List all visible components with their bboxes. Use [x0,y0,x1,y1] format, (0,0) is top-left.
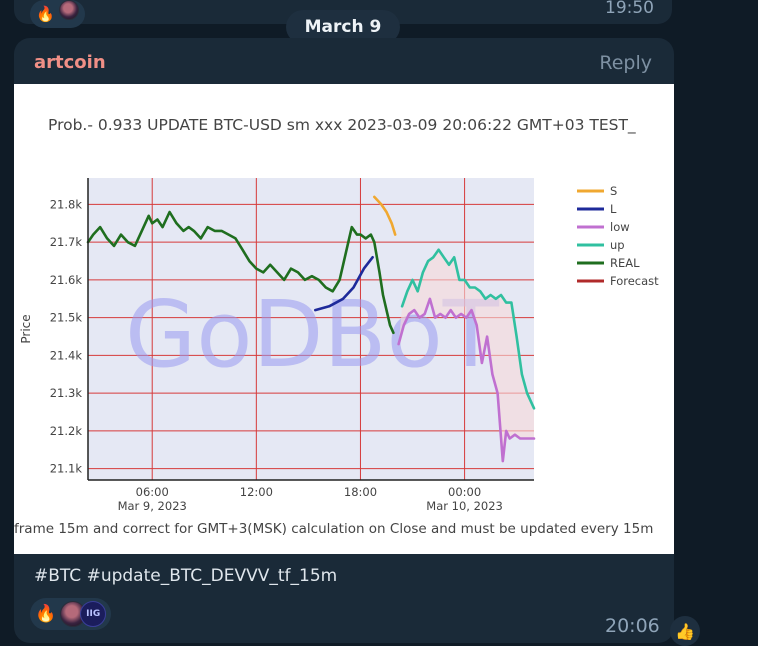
series-line-low [397,297,536,463]
previous-message-time: 19:50 [605,0,654,18]
chart-title: Prob.- 0.933 UPDATE BTC-USD sm xxx 2023-… [48,116,636,135]
legend-label-s: S [610,184,617,198]
chart-footer: frame 15m and correct for GMT+3(MSK) cal… [14,521,653,537]
y-tick-label: 21.7k [50,235,83,249]
chart-svg: Prob.- 0.933 UPDATE BTC-USD sm xxx 2023-… [14,116,659,537]
message-caption: #BTC #update_BTC_DEVVV_tf_15m [34,566,338,586]
series-lines [86,195,536,463]
x-tick-label: 06:00 [136,485,169,499]
x-tick-sublabel: Mar 9, 2023 [118,499,187,513]
previous-reactions: 🔥 [30,0,85,28]
reply-button[interactable]: Reply [599,52,652,74]
y-tick-label: 21.8k [50,197,83,211]
fire-emoji-icon: 🔥 [35,603,57,624]
y-tick-label: 21.2k [50,424,83,438]
y-axis-label: Price [19,314,33,343]
message-time: 20:06 [605,615,660,637]
legend-label-forecast: Forecast [610,274,659,288]
reactor-avatar-iig: IIG [80,601,107,627]
series-line-s [372,195,397,236]
fire-emoji-icon: 🔥 [36,4,55,23]
chart-image[interactable]: Prob.- 0.933 UPDATE BTC-USD sm xxx 2023-… [14,84,674,554]
reactor-avatar [58,0,79,20]
y-tick-label: 21.3k [50,386,83,400]
message-reactions: 🔥 IIG [30,598,112,630]
legend-label-real: REAL [610,256,640,270]
y-tick-label: 21.5k [50,311,83,325]
sender-name[interactable]: artcoin [34,52,106,73]
reaction-fire[interactable]: 🔥 IIG [30,598,112,630]
reaction-fire[interactable]: 🔥 [30,0,85,28]
series-line-l [313,256,374,312]
quick-reaction-button[interactable]: 👍 [670,616,700,646]
y-tick-label: 21.1k [50,462,83,476]
x-tick-label: 18:00 [344,485,377,499]
y-tick-label: 21.6k [50,273,83,287]
legend-label-l: L [610,202,617,216]
y-tick-label: 21.4k [50,348,83,362]
x-tick-sublabel: Mar 10, 2023 [426,499,503,513]
x-tick-label: 00:00 [448,485,481,499]
legend-label-low: low [610,220,630,234]
forecast-band [398,249,534,462]
series-line-up [400,248,536,410]
series-line-real [86,210,395,335]
axes: 21.1k 21.2k 21.3k 21.4k 21.5k 21.6k 21.7k 21.8k… [50,178,534,513]
x-tick-label: 12:00 [240,485,273,499]
message-bubble: artcoin Reply Prob.- 0.933 UPDATE BTC-US… [14,38,674,643]
legend-label-up: up [610,238,625,252]
thumbs-up-icon: 👍 [675,621,695,641]
